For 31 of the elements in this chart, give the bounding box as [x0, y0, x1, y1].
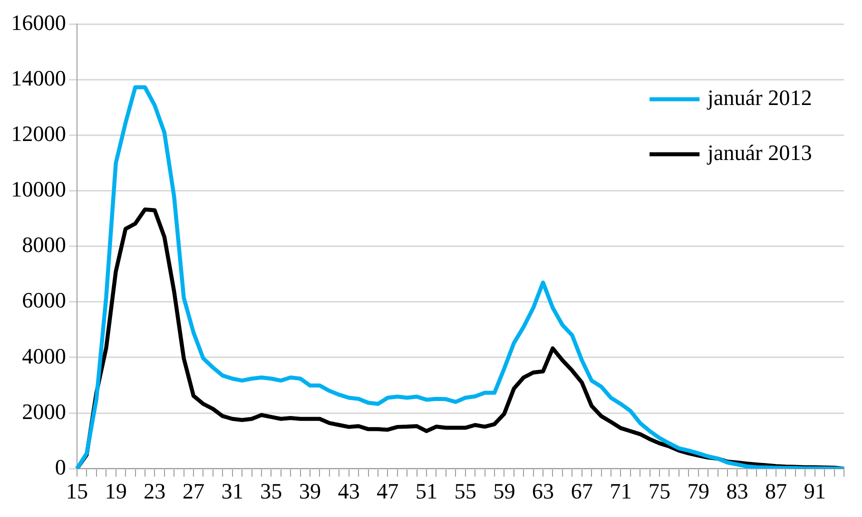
x-tick-label: 91 — [804, 478, 826, 504]
x-tick-label: 23 — [144, 478, 166, 504]
y-tick-label: 2000 — [22, 398, 66, 424]
x-tick-label: 47 — [376, 478, 399, 504]
x-tick-label: 19 — [104, 478, 127, 504]
y-tick-label: 8000 — [22, 232, 66, 258]
x-tick-label: 79 — [687, 478, 710, 504]
x-tick-label: 87 — [765, 478, 788, 504]
y-tick-label: 16000 — [11, 10, 66, 35]
x-tick-label: 35 — [260, 478, 282, 504]
y-tick-label: 6000 — [22, 288, 66, 313]
x-tick-label: 59 — [493, 478, 516, 504]
x-tick-label: 51 — [416, 478, 438, 504]
x-tick-label: 55 — [454, 478, 476, 504]
x-tick-label: 43 — [338, 478, 360, 504]
x-tick-label: 15 — [66, 478, 88, 504]
y-tick-label: 14000 — [11, 66, 66, 91]
x-tick-label: 63 — [532, 478, 554, 504]
x-tick-label: 27 — [182, 478, 205, 504]
y-tick-label: 10000 — [11, 176, 66, 202]
y-tick-label: 4000 — [22, 343, 66, 368]
legend-label: január 2013 — [706, 140, 812, 165]
x-tick-label: 67 — [570, 478, 593, 504]
x-tick-label: 39 — [299, 478, 322, 504]
y-tick-label: 0 — [55, 454, 66, 480]
legend-label: január 2012 — [706, 84, 812, 110]
x-tick-label: 71 — [610, 478, 632, 504]
y-tick-label: 12000 — [11, 121, 66, 146]
x-tick-label: 75 — [648, 478, 671, 504]
x-tick-label: 83 — [726, 478, 748, 504]
x-tick-label: 31 — [221, 478, 244, 504]
